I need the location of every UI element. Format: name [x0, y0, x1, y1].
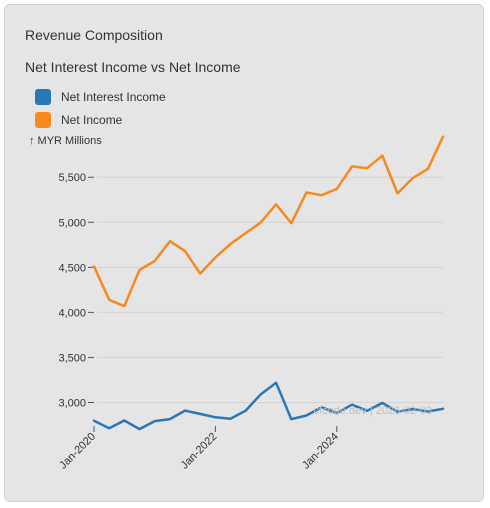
data-point: [381, 402, 383, 404]
legend-item-net-income[interactable]: Net Income: [35, 108, 166, 131]
chart-card: Revenue Composition Net Interest Income …: [4, 4, 484, 502]
legend-swatch-net-interest-income: [35, 88, 51, 105]
data-point: [381, 155, 383, 157]
y-tick-label: 5,500: [58, 172, 86, 184]
legend-item-net-interest-income[interactable]: Net Interest Income: [35, 85, 166, 108]
data-point: [290, 222, 292, 224]
grid-lines: [97, 176, 443, 403]
x-tick-label: Jan-2024: [300, 431, 341, 472]
data-point: [184, 250, 186, 252]
data-point: [305, 415, 307, 417]
y-tick-label: 4,500: [58, 262, 86, 274]
data-point: [169, 418, 171, 420]
series-lines: [92, 135, 445, 431]
data-point: [396, 192, 398, 194]
data-point: [139, 269, 141, 271]
series-line-net-income: [92, 135, 445, 308]
data-point: [321, 406, 323, 408]
y-axis-unit-label: ↑ MYR Millions: [29, 135, 102, 147]
data-point: [108, 299, 110, 301]
watermark: cfcode.dev | 2026-02-03: [314, 405, 432, 417]
data-point: [351, 404, 353, 406]
data-point: [123, 419, 125, 421]
data-point: [260, 393, 262, 395]
y-tick-label: 5,000: [58, 217, 86, 229]
data-point: [442, 408, 444, 410]
y-tick-label: 3,000: [58, 397, 86, 409]
y-tick-label: 3,500: [58, 352, 86, 364]
data-point: [245, 232, 247, 234]
data-point: [154, 260, 156, 262]
chart-title: Net Interest Income vs Net Income: [25, 59, 241, 75]
data-point: [93, 265, 95, 267]
data-point: [230, 243, 232, 245]
data-point: [336, 188, 338, 190]
data-point: [427, 410, 429, 412]
x-tick-label: Jan-2022: [179, 431, 220, 472]
data-point: [123, 305, 125, 307]
data-point: [412, 177, 414, 179]
data-point: [169, 240, 171, 242]
data-point: [275, 382, 277, 384]
section-title: Revenue Composition: [25, 27, 163, 43]
data-point: [260, 221, 262, 223]
data-point: [154, 420, 156, 422]
data-point: [93, 420, 95, 422]
legend-label-net-interest-income: Net Interest Income: [61, 89, 166, 104]
data-point: [199, 273, 201, 275]
data-point: [396, 411, 398, 413]
data-point: [230, 418, 232, 420]
data-point: [199, 413, 201, 415]
data-point: [245, 410, 247, 412]
data-point: [214, 256, 216, 258]
y-tick-label: 4,000: [58, 307, 86, 319]
x-tick-label: Jan-2020: [57, 431, 98, 472]
data-point: [184, 410, 186, 412]
axis-ticks: 3,000 3,500 4,000 4,500 5,000 5,500 Jan-2020 Ja…: [57, 172, 341, 471]
data-point: [442, 136, 444, 138]
data-point: [427, 168, 429, 170]
data-point: [336, 412, 338, 414]
data-point: [351, 165, 353, 167]
data-point: [321, 194, 323, 196]
data-point: [108, 427, 110, 429]
series-line-net-interest-income: [92, 381, 445, 431]
data-point: [290, 418, 292, 420]
legend-swatch-net-income: [35, 111, 51, 128]
data-point: [366, 167, 368, 169]
legend: Net Interest Income Net Income: [35, 85, 166, 131]
data-point: [412, 408, 414, 410]
data-point: [275, 203, 277, 205]
legend-label-net-income: Net Income: [61, 112, 123, 127]
data-point: [139, 428, 141, 430]
data-point: [214, 416, 216, 418]
data-point: [366, 410, 368, 412]
data-point: [305, 192, 307, 194]
